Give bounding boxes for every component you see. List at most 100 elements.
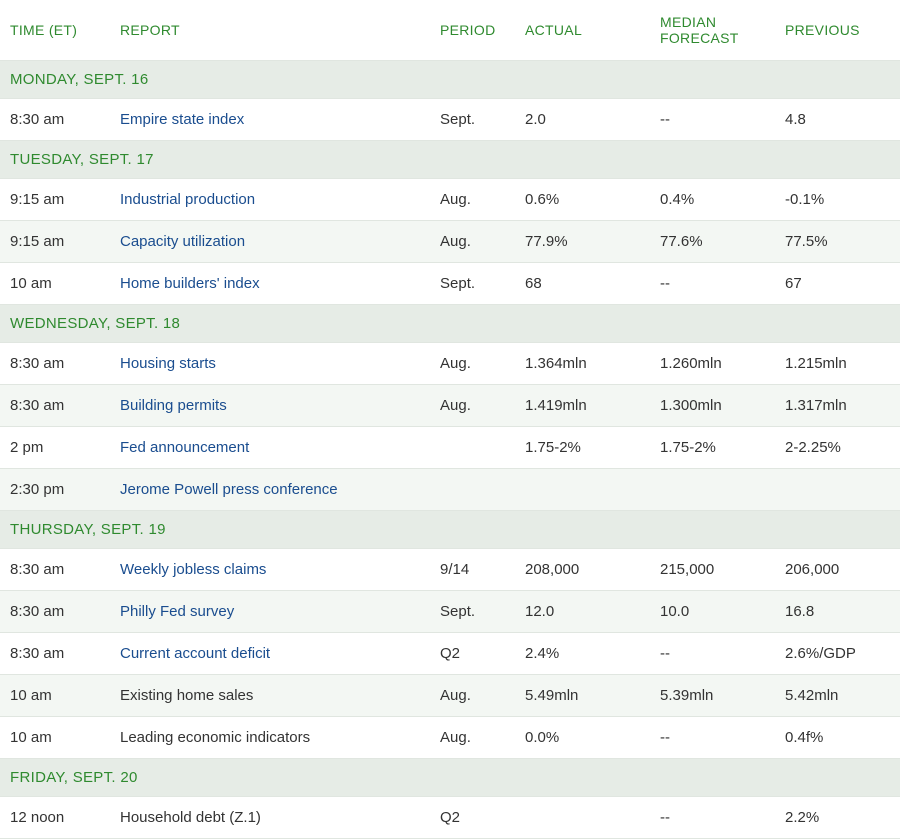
cell-time: 10 am xyxy=(0,675,110,717)
cell-previous: 1.215mln xyxy=(775,343,900,385)
table-row: 8:30 am Weekly jobless claims 9/14208,0002… xyxy=(0,549,900,591)
cell-previous: 0.4f% xyxy=(775,717,900,759)
cell-actual: 2.0 xyxy=(515,99,650,141)
table-row: 10 amLeading economic indicatorsAug.0.0%… xyxy=(0,717,900,759)
cell-report: Leading economic indicators xyxy=(110,717,430,759)
cell-period: 9/14 xyxy=(430,549,515,591)
table-row: 9:15 amIndustrial productionAug.0.6%0.4%… xyxy=(0,179,900,221)
col-time: TIME (ET) xyxy=(0,0,110,61)
cell-period xyxy=(430,427,515,469)
report-link[interactable]: Capacity utilization xyxy=(120,233,245,250)
cell-time: 2 pm xyxy=(0,427,110,469)
cell-median: -- xyxy=(650,263,775,305)
cell-actual: 1.364mln xyxy=(515,343,650,385)
report-link[interactable]: Housing starts xyxy=(120,355,216,372)
cell-period: Aug. xyxy=(430,675,515,717)
cell-previous: 77.5% xyxy=(775,221,900,263)
cell-time: 8:30 am xyxy=(0,591,110,633)
cell-previous: 5.42mln xyxy=(775,675,900,717)
economic-calendar-table: TIME (ET) REPORT PERIOD ACTUAL MEDIAN FO… xyxy=(0,0,900,839)
table-row: 8:30 am Building permits Aug.1.419mln1.300… xyxy=(0,385,900,427)
cell-period: Aug. xyxy=(430,717,515,759)
report-link[interactable]: Fed announcement xyxy=(120,439,249,456)
report-link[interactable]: Building permits xyxy=(120,397,227,414)
cell-actual: 77.9% xyxy=(515,221,650,263)
cell-report: Current account deficit xyxy=(110,633,430,675)
report-link[interactable]: Home builders' index xyxy=(120,275,260,292)
cell-actual: 12.0 xyxy=(515,591,650,633)
cell-report: Jerome Powell press conference xyxy=(110,469,430,511)
cell-median: 77.6% xyxy=(650,221,775,263)
cell-actual: 1.75-2% xyxy=(515,427,650,469)
col-report: REPORT xyxy=(110,0,430,61)
cell-period xyxy=(430,469,515,511)
cell-previous: 2-2.25% xyxy=(775,427,900,469)
cell-time: 8:30 am xyxy=(0,385,110,427)
cell-period: Q2 xyxy=(430,797,515,839)
cell-median: 1.75-2% xyxy=(650,427,775,469)
cell-report: Home builders' index xyxy=(110,263,430,305)
table-row: 10 amExisting home salesAug.5.49mln5.39m… xyxy=(0,675,900,717)
day-header-row: TUESDAY, SEPT. 17 xyxy=(0,141,900,179)
cell-previous: 16.8 xyxy=(775,591,900,633)
table-row: 8:30 amPhilly Fed surveySept.12.010.016.… xyxy=(0,591,900,633)
cell-report: Empire state index xyxy=(110,99,430,141)
cell-actual xyxy=(515,469,650,511)
cell-actual: 208,000 xyxy=(515,549,650,591)
cell-time: 12 noon xyxy=(0,797,110,839)
day-label: WEDNESDAY, SEPT. 18 xyxy=(0,305,900,343)
report-link[interactable]: Weekly jobless claims xyxy=(120,561,266,578)
cell-actual xyxy=(515,797,650,839)
table-row: 8:30 am Housing starts Aug.1.364mln1.260ml… xyxy=(0,343,900,385)
table-row: 12 noonHousehold debt (Z.1)Q2--2.2% xyxy=(0,797,900,839)
cell-previous: 4.8 xyxy=(775,99,900,141)
cell-median: -- xyxy=(650,797,775,839)
cell-actual: 2.4% xyxy=(515,633,650,675)
cell-median: 215,000 xyxy=(650,549,775,591)
cell-report: Fed announcement xyxy=(110,427,430,469)
cell-median: 10.0 xyxy=(650,591,775,633)
cell-report: Housing starts xyxy=(110,343,430,385)
cell-time: 8:30 am xyxy=(0,343,110,385)
cell-median: -- xyxy=(650,633,775,675)
col-median: MEDIAN FORECAST xyxy=(650,0,775,61)
table-row: 9:15 am Capacity utilization Aug.77.9%77.6… xyxy=(0,221,900,263)
report-link[interactable]: Philly Fed survey xyxy=(120,603,234,620)
cell-time: 9:15 am xyxy=(0,221,110,263)
cell-previous xyxy=(775,469,900,511)
day-header-row: THURSDAY, SEPT. 19 xyxy=(0,511,900,549)
cell-period: Aug. xyxy=(430,385,515,427)
day-label: TUESDAY, SEPT. 17 xyxy=(0,141,900,179)
cell-median: 1.300mln xyxy=(650,385,775,427)
day-label: THURSDAY, SEPT. 19 xyxy=(0,511,900,549)
cell-median: 1.260mln xyxy=(650,343,775,385)
cell-period: Sept. xyxy=(430,263,515,305)
report-link[interactable]: Industrial production xyxy=(120,191,255,208)
day-header-row: WEDNESDAY, SEPT. 18 xyxy=(0,305,900,343)
cell-previous: 67 xyxy=(775,263,900,305)
cell-median: -- xyxy=(650,99,775,141)
cell-period: Aug. xyxy=(430,221,515,263)
report-link[interactable]: Current account deficit xyxy=(120,645,270,662)
cell-previous: -0.1% xyxy=(775,179,900,221)
cell-median: 0.4% xyxy=(650,179,775,221)
report-link[interactable]: Jerome Powell press conference xyxy=(120,481,338,498)
cell-report: Philly Fed survey xyxy=(110,591,430,633)
cell-actual: 1.419mln xyxy=(515,385,650,427)
cell-time: 9:15 am xyxy=(0,179,110,221)
cell-time: 8:30 am xyxy=(0,99,110,141)
cell-time: 2:30 pm xyxy=(0,469,110,511)
cell-time: 8:30 am xyxy=(0,549,110,591)
day-label: MONDAY, SEPT. 16 xyxy=(0,61,900,99)
cell-time: 10 am xyxy=(0,717,110,759)
cell-report: Existing home sales xyxy=(110,675,430,717)
cell-period: Aug. xyxy=(430,343,515,385)
cell-period: Sept. xyxy=(430,99,515,141)
report-link[interactable]: Empire state index xyxy=(120,111,244,128)
cell-time: 8:30 am xyxy=(0,633,110,675)
cell-previous: 2.2% xyxy=(775,797,900,839)
day-header-row: FRIDAY, SEPT. 20 xyxy=(0,759,900,797)
cell-median xyxy=(650,469,775,511)
cell-actual: 5.49mln xyxy=(515,675,650,717)
cell-report: Capacity utilization xyxy=(110,221,430,263)
